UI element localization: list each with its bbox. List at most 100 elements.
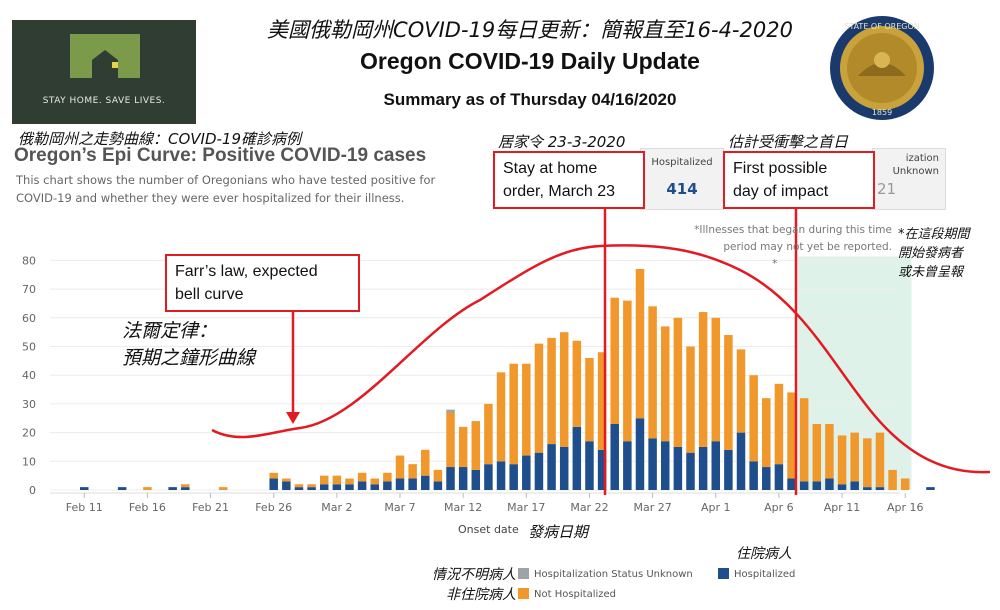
y-tick-label: 40 — [22, 369, 36, 382]
bar-hospitalized — [117, 487, 127, 490]
bar-hospitalized — [370, 484, 379, 490]
bar-not-hospitalized — [825, 423, 834, 479]
bar-not-hospitalized — [282, 478, 291, 482]
note-zh-line2: 開始發病者 — [898, 245, 964, 261]
bar-not-hospitalized — [522, 363, 531, 456]
bar-not-hospitalized — [319, 475, 329, 485]
bar-not-hospitalized — [686, 346, 695, 453]
farr-zh-line1: 法爾定律： — [122, 320, 218, 342]
bar-not-hospitalized — [799, 398, 809, 482]
y-tick-label: 60 — [22, 312, 36, 325]
farr-bell-curve — [211, 244, 991, 474]
onset-date-chinese: 發病日期 — [528, 523, 589, 541]
bar-not-hospitalized — [383, 472, 392, 482]
epi-curve-description: This chart shows the number of Oregonian… — [16, 173, 436, 205]
unreported-note-line1: *Illnesses that began during this time — [694, 224, 892, 236]
bar-hospitalized — [736, 432, 746, 490]
unreported-note: *Illnesses that began during this time p… — [610, 222, 892, 256]
y-tick-label: 20 — [22, 427, 36, 440]
bar-not-hospitalized — [143, 487, 152, 490]
bar-not-hospitalized — [648, 306, 657, 439]
bar-hospitalized — [863, 487, 872, 490]
legend-hospitalized-chinese: 住院病人 — [736, 546, 792, 562]
bar-not-hospitalized — [534, 343, 544, 453]
legend-hosp-label: Hospitalized — [734, 569, 796, 580]
bar-not-hospitalized — [547, 337, 556, 445]
bar-not-hospitalized — [181, 484, 190, 488]
x-tick-label: Feb 26 — [255, 501, 292, 514]
bar-not-hospitalized — [408, 464, 417, 479]
bar-hospitalized — [926, 487, 935, 490]
bar-hospitalized — [446, 467, 455, 490]
x-tick-label: Mar 27 — [633, 501, 671, 514]
bar-hospitalized — [458, 467, 468, 490]
bar-hospitalized — [294, 487, 304, 490]
x-axis-label: Onset date — [458, 523, 519, 536]
bar-hospitalized — [547, 444, 556, 490]
bar-not-hospitalized — [711, 317, 721, 442]
y-tick-label: 0 — [29, 484, 36, 497]
farr-line2: bell curve — [175, 286, 244, 304]
x-tick-label: Feb 11 — [66, 501, 103, 514]
bar-hospitalized — [610, 423, 619, 490]
stay-home-callout: Stay at home order, March 23 — [493, 151, 645, 209]
bar-not-hospitalized — [345, 478, 354, 485]
note-zh-line1: *在這段期間 — [898, 227, 970, 242]
bar-not-hospitalized — [673, 317, 683, 447]
farr-arrow-head — [286, 412, 300, 424]
x-tick-label: Apr 6 — [764, 501, 794, 514]
impact-line2: day of impact — [733, 183, 829, 201]
bar-hospitalized — [749, 461, 758, 490]
bar-hospitalized — [825, 478, 834, 490]
bar-not-hospitalized — [572, 340, 582, 427]
x-tick-label: Mar 12 — [444, 501, 482, 514]
bar-hospitalized — [812, 481, 822, 490]
unknown-panel-label-1: ization — [905, 153, 939, 164]
x-tick-label: Apr 11 — [824, 501, 861, 514]
unreported-note-chinese: *在這段期間 開始發病者 或未曾呈報 — [898, 226, 970, 283]
legend-unknown-swatch — [518, 568, 529, 579]
x-tick-label: Mar 17 — [507, 501, 545, 514]
stay-home-logo: STAY HOME. SAVE LIVES. — [12, 20, 196, 124]
bar-hospitalized — [319, 484, 329, 490]
bar-hospitalized — [345, 484, 354, 490]
bar-not-hospitalized — [610, 297, 619, 424]
bar-hospitalized — [762, 467, 771, 490]
bar-hospitalized — [623, 441, 632, 490]
x-tick-label: Mar 7 — [384, 501, 415, 514]
unknown-panel-label-2: Unknown — [892, 166, 939, 177]
bar-hospitalized — [332, 484, 342, 490]
bar-not-hospitalized — [218, 487, 228, 490]
bar-hospitalized — [724, 449, 733, 490]
seal-top-text: STATE OF OREGON — [844, 22, 920, 31]
bar-not-hospitalized — [458, 426, 468, 468]
bar-hospitalized — [307, 487, 316, 490]
bar-not-hospitalized — [850, 432, 859, 482]
oregon-house-icon — [70, 34, 140, 78]
bar-not-hospitalized — [736, 349, 746, 433]
page-subtitle: Summary as of Thursday 04/16/2020 — [383, 90, 677, 109]
bar-hospitalized — [269, 478, 278, 490]
bar-hospitalized — [421, 475, 430, 490]
y-tick-label: 50 — [22, 341, 36, 354]
bar-hospitalized — [686, 452, 695, 490]
bar-not-hospitalized — [863, 438, 872, 488]
bar-hospitalized — [80, 487, 89, 490]
x-tick-label: Apr 1 — [701, 501, 731, 514]
bar-hospitalized — [850, 481, 859, 490]
bar-hospitalized — [534, 452, 544, 490]
bar-hospitalized — [408, 478, 417, 490]
bar-not-hospitalized — [433, 469, 443, 482]
bar-not-hospitalized — [585, 357, 594, 442]
bar-hospitalized — [509, 464, 518, 490]
bar-not-hospitalized — [597, 352, 607, 450]
bar-hospitalized — [673, 446, 683, 490]
y-tick-label: 80 — [22, 254, 36, 267]
bar-not-hospitalized — [900, 478, 910, 490]
legend-hosp-swatch — [718, 568, 729, 579]
bar-hospitalized — [648, 438, 657, 490]
hospitalized-count: 414 — [666, 180, 698, 198]
legend-unknown-chinese: 情況不明病人 — [432, 567, 516, 583]
bar-hospitalized — [522, 455, 531, 490]
